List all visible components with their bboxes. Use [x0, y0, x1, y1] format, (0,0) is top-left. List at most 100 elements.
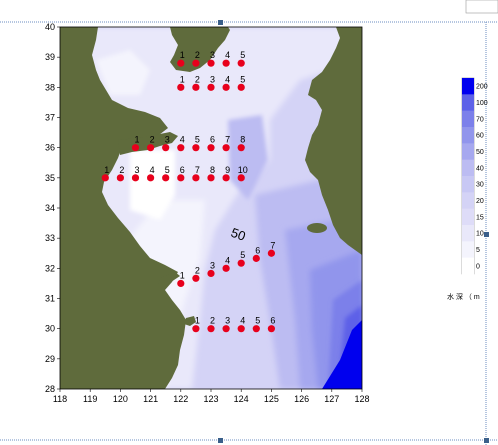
y-tick-label: 34 [45, 203, 55, 213]
station-label: 7 [270, 240, 275, 250]
legend-tick-label: 15 [476, 214, 484, 221]
station-marker [267, 325, 275, 333]
station-marker [147, 174, 155, 182]
station-label: 5 [165, 165, 170, 175]
legend-swatch [462, 257, 474, 275]
resize-handle-right-mid[interactable] [484, 232, 489, 237]
legend-tick-label: 20 [476, 198, 484, 205]
x-tick-label: 126 [294, 394, 309, 404]
station-label: 1 [134, 135, 139, 145]
station-label: 2 [195, 265, 200, 275]
land-korea [305, 27, 362, 255]
station-marker [252, 254, 260, 262]
station-label: 9 [225, 165, 230, 175]
legend-tick-label: 100 [476, 100, 488, 107]
y-tick-label: 28 [45, 384, 55, 394]
station-marker [237, 325, 245, 333]
station-label: 6 [210, 135, 215, 145]
y-tick-label: 40 [45, 22, 55, 32]
station-label: 1 [195, 316, 200, 326]
estuary-islands [158, 272, 180, 284]
y-tick-label: 36 [45, 143, 55, 153]
station-label: 3 [134, 165, 139, 175]
legend-tick-label: 40 [476, 165, 484, 172]
x-tick-label: 120 [113, 394, 128, 404]
station-marker [237, 259, 245, 267]
resize-handle-top[interactable] [218, 20, 223, 25]
legend-swatch [462, 78, 474, 95]
station-label: 1 [180, 74, 185, 84]
station-label: 5 [255, 316, 260, 326]
y-tick-label: 31 [45, 294, 55, 304]
legend-tick-label: 30 [476, 182, 484, 189]
station-marker [207, 144, 215, 152]
legend-colorbar [462, 78, 474, 275]
station-label: 2 [150, 135, 155, 145]
legend-caption: 水 深 （ m [447, 292, 480, 301]
legend-tick-label: 60 [476, 133, 484, 140]
station-label: 4 [225, 74, 230, 84]
station-label: 6 [180, 165, 185, 175]
x-tick-label: 122 [173, 394, 188, 404]
legend-tick-label: 5 [476, 247, 480, 254]
resize-handle-bottom[interactable] [218, 438, 223, 443]
station-label: 1 [180, 50, 185, 60]
station-label: 7 [225, 135, 230, 145]
station-label: 1 [180, 270, 185, 280]
station-label: 4 [150, 165, 155, 175]
station-marker [222, 325, 230, 333]
station-label: 5 [240, 74, 245, 84]
legend-swatch [462, 94, 474, 112]
station-label: 6 [270, 316, 275, 326]
y-tick-label: 33 [45, 233, 55, 243]
station-marker [222, 83, 230, 91]
station-marker [207, 83, 215, 91]
x-tick-label: 127 [324, 394, 339, 404]
x-tick-label: 128 [354, 394, 369, 404]
land-jeju [307, 223, 327, 233]
legend-swatch [462, 143, 474, 161]
station-marker [101, 174, 109, 182]
station-label: 8 [210, 165, 215, 175]
y-tick-label: 29 [45, 354, 55, 364]
station-label: 5 [240, 250, 245, 260]
station-marker [237, 83, 245, 91]
legend-tick-label: 10 [476, 231, 484, 238]
x-tick-label: 125 [264, 394, 279, 404]
station-label: 3 [210, 74, 215, 84]
station-label: 2 [195, 74, 200, 84]
y-tick-label: 37 [45, 113, 55, 123]
resize-handle-bottom-right[interactable] [484, 438, 489, 443]
legend-swatch [462, 225, 474, 242]
station-marker [207, 174, 215, 182]
station-marker [177, 83, 185, 91]
legend-tick-label: 70 [476, 116, 484, 123]
station-marker [207, 325, 215, 333]
x-tick-label: 119 [83, 394, 97, 404]
legend-swatch [462, 241, 474, 259]
land-liaodong [118, 27, 230, 72]
station-label: 7 [195, 165, 200, 175]
legend-swatch [462, 159, 474, 177]
station-marker [237, 144, 245, 152]
station-marker [162, 144, 170, 152]
station-marker [192, 325, 200, 333]
x-tick-label: 121 [143, 394, 158, 404]
station-label: 4 [240, 316, 245, 326]
station-marker [162, 174, 170, 182]
y-tick-label: 32 [45, 263, 55, 273]
station-marker [222, 174, 230, 182]
station-label: 6 [255, 245, 260, 255]
station-label: 8 [240, 135, 245, 145]
station-marker [237, 174, 245, 182]
station-label: 1 [104, 165, 109, 175]
legend-swatch [462, 110, 474, 128]
y-tick-label: 35 [45, 173, 55, 183]
station-marker [177, 279, 185, 288]
station-label: 3 [210, 260, 215, 270]
